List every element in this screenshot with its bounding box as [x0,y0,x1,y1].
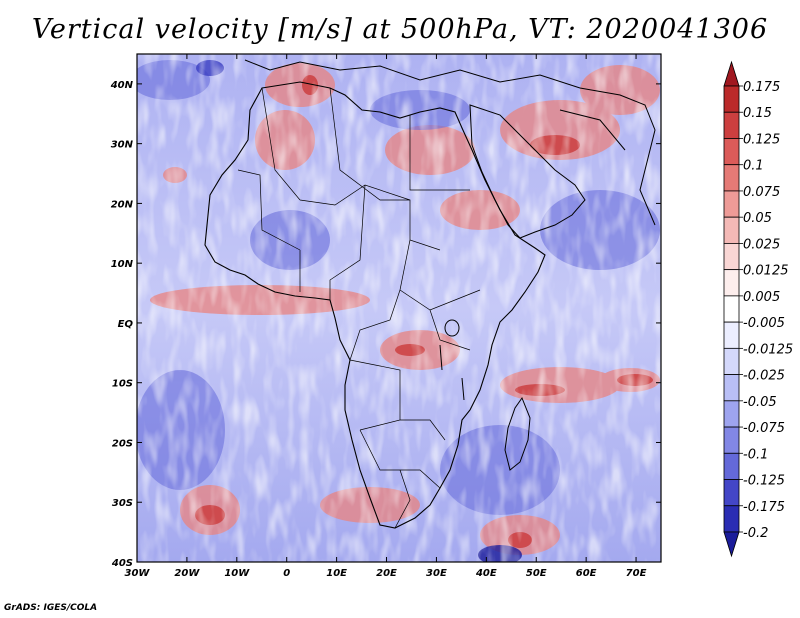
colorbar-label: 0.05 [743,211,772,226]
colorbar-segment [723,243,740,271]
colorbar-label: -0.1 [743,447,768,462]
colorbar-segment [723,216,740,244]
colorbar-segment [723,138,740,166]
lon-label: 30E [426,568,447,579]
latitude-labels: 40N 30N 20N 10N EQ 10S 20S 30S 40S [110,80,134,569]
colorbar-segment [723,60,740,87]
lat-label: 30S [112,498,133,509]
colorbar-segment [723,505,740,533]
lon-label: 20E [376,568,397,579]
colorbar-label: 0.175 [743,80,780,95]
colorbar-label: 0.075 [743,185,780,200]
colorbar-label: -0.2 [743,526,768,541]
colorbar-segment [723,400,740,428]
colorbar-segment [723,269,740,297]
madagascar-outline [504,396,531,471]
colorbar-label: 0.005 [743,290,780,305]
colorbar-label: -0.175 [743,500,785,515]
colorbar-segment [723,164,740,192]
lat-label: EQ [118,319,134,330]
lat-label: 10N [111,259,134,270]
colorbar-label: 0.1 [743,159,764,174]
lat-label: 20S [112,438,133,449]
colorbar-label: -0.005 [743,316,785,331]
colorbar-segment [723,111,740,139]
colorbar-label: 0.15 [743,106,772,121]
lon-label: 70E [626,568,647,579]
colorbar-segment [723,190,740,218]
longitude-labels: 30W 20W 10W 0 10E 20E 30E 40E 50E 60E 70E [125,568,647,579]
lon-label: 10W [224,568,250,579]
country-borders [237,87,481,529]
lake-tanganyika [439,344,443,371]
colorbar-label: -0.025 [743,369,785,384]
grads-credit: GrADS: IGES/COLA [4,603,98,613]
colorbar-label: 0.025 [743,237,780,252]
colorbar-segment [723,321,740,349]
lat-label: 40S [111,558,133,569]
axis-ticks [136,54,661,563]
lon-label: 0 [283,568,290,579]
colorbar-segment [723,295,740,323]
lon-label: 30W [125,568,151,579]
colorbar-segment [723,374,740,402]
lon-label: 20W [174,568,200,579]
plot-frame [136,53,662,563]
lake-malawi [461,377,465,401]
lat-label: 30N [111,140,134,151]
colorbar-label: -0.125 [743,474,785,489]
colorbar-label: -0.05 [743,395,777,410]
colorbar-segment [723,452,740,480]
lat-label: 10S [112,379,133,390]
arabia-coastline [469,104,586,239]
lon-label: 40E [475,568,497,579]
lon-label: 50E [526,568,547,579]
colorbar-label: 0.125 [743,132,780,147]
lon-label: 10E [326,568,347,579]
lake-victoria [444,319,460,337]
colorbar-segment [723,85,740,113]
colorbar-segment [723,426,740,454]
lat-label: 40N [110,80,134,91]
chart-title: Vertical velocity [m/s] at 500hPa, VT: 2… [31,14,769,45]
colorbar-segment [723,347,740,375]
colorbar-label: -0.075 [743,421,785,436]
colorbar: 0.175 0.15 0.125 0.1 0.075 0.05 0.025 0.0125 0.0… [723,60,793,558]
colorbar-label: 0.0125 [743,264,789,279]
colorbar-segment [723,479,740,507]
lon-label: 60E [576,568,597,579]
lat-label: 20N [111,199,134,210]
colorbar-label: -0.0125 [743,342,793,357]
vertical-velocity-field [137,54,661,562]
colorbar-segment [723,531,740,558]
europe-asia-coastline [244,59,656,226]
